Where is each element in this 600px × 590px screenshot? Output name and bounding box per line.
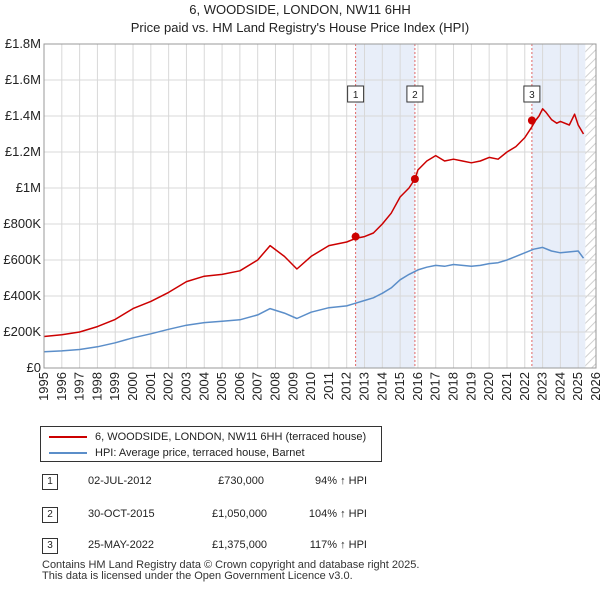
sale-point-2	[410, 175, 419, 183]
x-tick-label: 2006	[232, 372, 247, 400]
chart-title: 6, WOODSIDE, LONDON, NW11 6HH	[189, 2, 411, 17]
x-tick-label: 2021	[499, 372, 514, 400]
table-row: 3 25-MAY-2022 £1,375,000 117% ↑ HPI	[42, 538, 462, 556]
x-tick-label: 2016	[410, 372, 425, 400]
sale-marker-box-3	[523, 85, 541, 103]
y-tick-label: £200K	[3, 324, 41, 339]
y-tick-label: £1.8M	[5, 36, 41, 51]
x-tick-label: 1999	[107, 372, 122, 400]
sale-price: £1,050,000	[212, 508, 268, 520]
sale-number-badge: 1	[42, 474, 58, 490]
x-tick-label: 2019	[463, 372, 478, 400]
x-tick-label: 2017	[428, 372, 443, 400]
x-tick-label: 2011	[321, 372, 336, 400]
legend-item-hpi: HPI: Average price, terraced house, Barn…	[49, 445, 305, 461]
x-tick-label: 2026	[588, 372, 600, 400]
table-row: 1 02-JUL-2012 £730,000 94% ↑ HPI	[42, 474, 462, 492]
x-tick-label: 2012	[339, 372, 354, 400]
sale-hpi-change: 104% ↑ HPI	[308, 508, 367, 520]
price-chart: 6, WOODSIDE, LONDON, NW11 6HH Price paid…	[3, 2, 600, 400]
legend-label-hpi: HPI: Average price, terraced house, Barn…	[95, 447, 305, 459]
x-tick-label: 2004	[196, 372, 211, 400]
x-tick-label: 2005	[214, 372, 229, 400]
table-row: 2 30-OCT-2015 £1,050,000 104% ↑ HPI	[42, 507, 462, 525]
x-tick-label: 2010	[303, 372, 318, 400]
x-tick-label: 2003	[178, 372, 193, 400]
future-hatch-region	[585, 44, 596, 368]
y-tick-label: £1.6M	[5, 72, 41, 87]
x-tick-label: 1996	[54, 372, 69, 400]
x-tick-label: 2025	[570, 372, 585, 400]
x-tick-label: 1998	[89, 372, 104, 400]
x-tick-label: 2008	[267, 372, 282, 400]
sale-price: £1,375,000	[212, 539, 268, 551]
footer-attribution: Contains HM Land Registry data © Crown c…	[42, 560, 419, 582]
sale-marker-box-2	[406, 85, 424, 103]
sale-marker-label-3: 3	[529, 90, 535, 101]
sale-marker-label-2: 2	[412, 90, 418, 101]
x-tick-label: 2002	[161, 372, 176, 400]
x-tick-label: 2015	[392, 372, 407, 400]
sale-date: 25-MAY-2022	[88, 539, 155, 551]
sale-hpi-change: 94% ↑ HPI	[315, 475, 367, 487]
x-tick-label: 2014	[374, 372, 389, 400]
footer-line-licence: This data is licensed under the Open Gov…	[42, 570, 353, 582]
x-tick-label: 2000	[125, 372, 140, 400]
legend: 6, WOODSIDE, LONDON, NW11 6HH (terraced …	[40, 426, 382, 462]
sale-marker-label-1: 1	[353, 90, 359, 101]
plot-frame	[43, 43, 597, 369]
footer-line-copyright: Contains HM Land Registry data © Crown c…	[42, 559, 420, 571]
x-tick-label: 2020	[481, 372, 496, 400]
sale-marker-box-1	[347, 85, 365, 103]
y-tick-label: £1M	[16, 180, 41, 195]
legend-swatch-property	[49, 436, 87, 439]
legend-swatch-hpi	[49, 452, 87, 455]
y-tick-label: £0	[27, 360, 41, 375]
x-tick-label: 2009	[285, 372, 300, 400]
y-tick-label: £1.2M	[5, 144, 41, 159]
legend-item-property: 6, WOODSIDE, LONDON, NW11 6HH (terraced …	[49, 429, 366, 445]
sale-date: 02-JUL-2012	[88, 475, 152, 487]
x-tick-label: 2001	[143, 372, 158, 400]
x-tick-label: 2022	[517, 372, 532, 400]
chart-subtitle: Price paid vs. HM Land Registry's House …	[131, 20, 469, 35]
x-tick-label: 2023	[535, 372, 550, 400]
sale-number-badge: 3	[42, 538, 58, 554]
x-tick-label: 1995	[36, 372, 51, 400]
property-price-line	[43, 108, 585, 338]
x-tick-label: 2007	[250, 372, 265, 400]
x-tick-label: 2013	[357, 372, 372, 400]
y-tick-label: £800K	[3, 216, 41, 231]
sale-point-1	[351, 232, 360, 241]
y-tick-label: £400K	[3, 288, 41, 303]
highlight-span-1	[355, 44, 415, 368]
sale-point-3	[527, 116, 536, 125]
x-tick-label: 1997	[72, 372, 87, 400]
highlight-span-2	[531, 44, 586, 368]
x-tick-label: 2018	[446, 372, 461, 400]
sale-number-badge: 2	[42, 507, 58, 523]
x-tick-label: 2024	[552, 372, 567, 400]
sale-price: £730,000	[218, 475, 264, 487]
legend-label-property: 6, WOODSIDE, LONDON, NW11 6HH (terraced …	[95, 431, 367, 443]
y-tick-label: £1.4M	[5, 108, 41, 123]
hpi-line	[43, 246, 585, 353]
sale-date: 30-OCT-2015	[88, 508, 155, 520]
sale-hpi-change: 117% ↑ HPI	[309, 539, 367, 551]
y-tick-label: £600K	[3, 252, 41, 267]
